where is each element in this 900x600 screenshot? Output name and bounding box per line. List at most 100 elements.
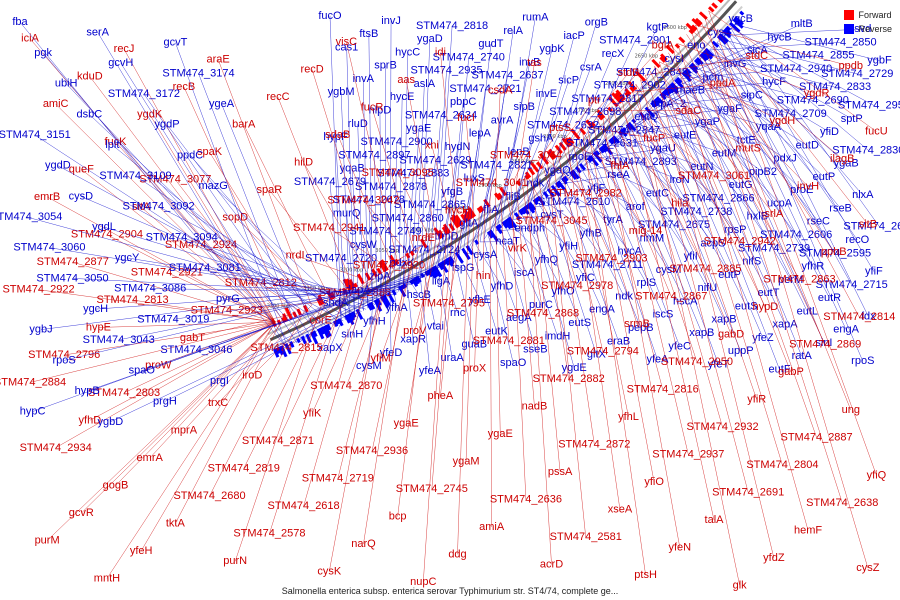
feature-reverse [563,175,569,182]
feature-forward [497,192,503,199]
reverse-gene-leader [407,173,414,287]
reverse-gene-leader [424,160,436,277]
forward-gene-label: ygaM [453,456,480,468]
reverse-gene-label: sptP [841,113,863,125]
reverse-gene-label: STM474_2749 [349,226,421,238]
feature-reverse [600,145,608,153]
forward-gene-leader [46,322,276,541]
forward-gene-label: fucP [643,132,665,144]
feature-reverse [391,289,397,296]
forward-gene-label: mutS [735,143,761,155]
forward-gene-label: gabD [718,328,744,340]
reverse-gene-leader [649,109,747,307]
forward-gene-label: STM474_2937 [652,449,724,461]
reverse-gene-leader [561,174,619,184]
caption: Salmonella enterica subsp. enterica sero… [281,586,619,596]
feature-forward [476,207,483,214]
forward-gene-leader [644,75,757,400]
forward-gene-leader [140,322,276,552]
reverse-gene-leader [623,132,708,289]
reverse-gene-leader [335,137,347,320]
forward-gene-label: STM474_2871 [242,435,314,447]
reverse-gene-leader [653,95,752,107]
feature-forward [607,106,613,113]
forward-gene-leader [515,182,535,407]
feature-forward [717,0,723,4]
forward-gene-label: araE [206,53,229,65]
forward-gene-label: sdaB [325,129,350,141]
forward-gene-label: ptsH [634,569,657,581]
reverse-gene-label: aslA [414,78,436,90]
tick-label: 2800 kbp [543,134,567,140]
forward-gene-leader [140,206,276,323]
feature-forward [624,88,632,96]
forward-gene-label: ilagB [830,153,854,165]
forward-gene-leader [505,190,518,249]
forward-gene-leader [269,189,347,289]
reverse-gene-label: STM474_2632 [527,119,599,131]
reverse-gene-leader [516,216,558,337]
reverse-gene-label: cysW [350,239,378,251]
forward-gene-leader [677,43,817,438]
forward-gene-leader [354,256,403,294]
reverse-gene-label: recO [845,234,869,246]
reverse-gene-left-label: STM474_3019 [137,313,209,325]
reverse-gene-leader [415,249,425,282]
forward-gene-label: amiC [43,98,69,110]
reverse-gene-left-leader [42,52,293,346]
reverse-gene-left-label: STM474_3050 [36,272,108,284]
forward-gene-leader [635,84,740,586]
reverse-gene-label: yfhA [386,302,409,314]
reverse-gene-label: cysM [356,360,382,372]
forward-gene-leader [526,174,552,565]
forward-gene-leader [423,230,448,582]
reverse-gene-label: rumA [522,11,549,23]
forward-gene-label: gabP [778,366,804,378]
forward-gene-label: narQ [351,538,376,550]
feature-forward [467,210,474,219]
reverse-gene-left-leader [173,284,412,320]
reverse-gene-label: STM474_2940 [760,63,832,75]
reverse-gene-label: uraA [440,352,464,364]
forward-gene-leader [515,62,535,183]
forward-gene-leader [616,101,706,270]
forward-gene-label: STM474_2638 [806,497,878,509]
reverse-gene-label: eutM [712,148,736,160]
reverse-gene-leader [541,67,592,199]
reverse-gene-left-leader [19,21,287,348]
forward-gene-label: STM474_2903 [575,253,647,265]
reverse-gene-label: STM474_2724 [388,244,460,256]
reverse-gene-left-label: ygbJ [29,324,52,336]
reverse-gene-leader [340,258,351,318]
forward-gene-label: STM474_2950 [661,356,733,368]
reverse-gene-left-label: STM474_3109 [99,170,171,182]
forward-gene-label: ptr [588,95,601,107]
reverse-gene-leader [446,263,464,269]
forward-gene-leader [552,155,595,445]
reverse-gene-label: hycC [395,46,420,58]
forward-gene-label: fucI [457,112,475,124]
reverse-gene-leader [441,146,458,267]
reverse-gene-left-label: STM474_3046 [160,344,232,356]
reverse-gene-label: eutC [646,188,669,200]
reverse-gene-label: STM474_2607 [843,221,900,233]
reverse-gene-label: yfiF [865,266,883,278]
forward-gene-leader [397,172,431,241]
forward-gene-leader [606,109,689,112]
tick-label: 2600 kbp [663,25,687,31]
feature-forward [615,89,626,101]
forward-gene-leader [690,29,843,503]
feature-forward [694,17,703,26]
feature-reverse [433,265,443,278]
feature-reverse [683,69,692,78]
forward-gene-leader [81,169,276,323]
reverse-gene-leader [437,191,453,269]
feature-forward [635,70,647,82]
forward-gene-leader [663,57,792,373]
forward-gene-leader [500,193,510,342]
reverse-gene-label: cas1 [335,41,358,53]
reverse-gene-leader [734,24,880,61]
forward-gene-label: STM474_2887 [781,431,853,443]
forward-gene-leader [521,178,544,314]
feature-forward [691,24,698,31]
